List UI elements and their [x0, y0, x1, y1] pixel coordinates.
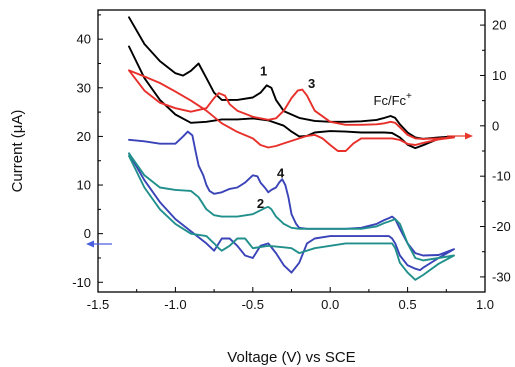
y-right-tick-label: 0 [492, 118, 499, 133]
x-tick-label: -1.5 [87, 297, 109, 312]
x-tick-label: 0.5 [399, 297, 417, 312]
peak-label-3: 3 [308, 76, 315, 91]
fc-superscript: + [406, 91, 412, 102]
y-right-tick-label: -30 [492, 269, 511, 284]
x-tick-label: -1.0 [164, 297, 186, 312]
right-axis-arrowhead [465, 132, 473, 140]
axes-layer: -1.5 -1.0 -0.5 0.0 0.5 1.0-10010203040-30-20-… [72, 9, 511, 312]
annotations-layer: 1 3 42 Fc/Fc+ [86, 64, 473, 248]
y-left-tick-label: 40 [77, 32, 91, 47]
plot-frame [97, 9, 486, 293]
left-axis-arrowhead [86, 240, 94, 248]
y-left-tick-label: -10 [72, 275, 91, 290]
peak-label-1: 1 [260, 64, 267, 79]
y-right-tick-label: -20 [492, 219, 511, 234]
x-axis-title: Voltage (V) vs SCE [227, 349, 355, 366]
y-axis-title: Current (μA) [9, 110, 26, 193]
y-right-tick-label: -10 [492, 169, 511, 184]
x-tick-label: 0.0 [321, 297, 339, 312]
y-left-tick-label: 10 [77, 178, 91, 193]
x-tick-label: -0.5 [242, 297, 264, 312]
y-left-tick-label: 20 [77, 129, 91, 144]
y-right-tick-label: 20 [492, 18, 506, 33]
cv-curve-1 [128, 16, 455, 150]
fc-reference-label: Fc/Fc+ [374, 91, 413, 108]
peak-label-2: 2 [257, 196, 264, 211]
y-left-tick-label: 0 [84, 226, 91, 241]
peak-label-4: 4 [277, 166, 285, 181]
y-left-tick-label: 30 [77, 80, 91, 95]
cv-curve-2 [128, 69, 455, 152]
y-right-tick-label: 10 [492, 68, 506, 83]
series-layer [128, 16, 455, 281]
x-tick-label: 1.0 [476, 297, 494, 312]
cv-curve-3 [128, 130, 455, 274]
cv-curve-4 [128, 152, 455, 281]
